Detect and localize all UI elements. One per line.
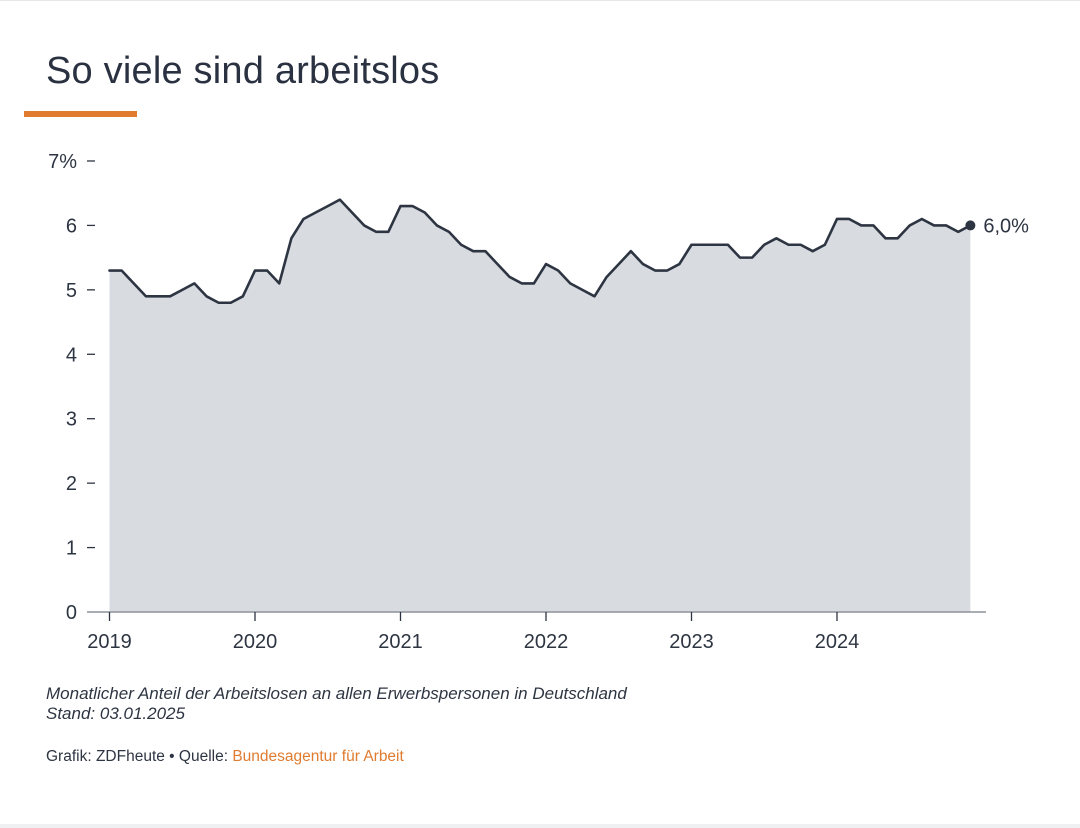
source-link[interactable]: Bundesagentur für Arbeit [232, 748, 404, 765]
note-description: Monatlicher Anteil der Arbeitslosen an a… [46, 684, 627, 703]
y-tick-label: 2 [66, 473, 77, 495]
end-value-label: 6,0% [983, 215, 1029, 237]
y-tick-label: 0 [66, 602, 77, 624]
y-tick-label: 1 [66, 538, 77, 560]
y-tick-label: 3 [66, 409, 77, 431]
y-tick-label: 7% [48, 151, 77, 173]
bottom-border [0, 824, 1080, 828]
x-tick-label: 2019 [87, 631, 132, 653]
chart-title: So viele sind arbeitslos [46, 50, 440, 92]
source-line: Grafik: ZDFheute • Quelle: Bundesagentur… [46, 748, 404, 766]
chart-note: Monatlicher Anteil der Arbeitslosen an a… [46, 684, 627, 724]
area-fill [109, 199, 971, 612]
x-tick-label: 2020 [233, 631, 278, 653]
top-border [0, 0, 1080, 1]
y-tick-label: 5 [66, 280, 77, 302]
x-tick-label: 2022 [524, 631, 569, 653]
unemployment-chart: 7% 6 5 4 3 2 1 0 2019 2020 2021 2022 2023 2024 6,0% [48, 151, 1029, 653]
title-accent-bar [24, 111, 137, 117]
x-tick-label: 2023 [669, 631, 714, 653]
y-tick-label: 4 [66, 344, 77, 366]
note-date: Stand: 03.01.2025 [46, 704, 185, 723]
end-point-marker [965, 220, 976, 231]
y-tick-label: 6 [66, 215, 77, 237]
series-line [108, 198, 972, 305]
x-tick-label: 2024 [815, 631, 860, 653]
x-tick-label: 2021 [378, 631, 423, 653]
source-prefix: Grafik: ZDFheute • Quelle: [46, 748, 233, 765]
